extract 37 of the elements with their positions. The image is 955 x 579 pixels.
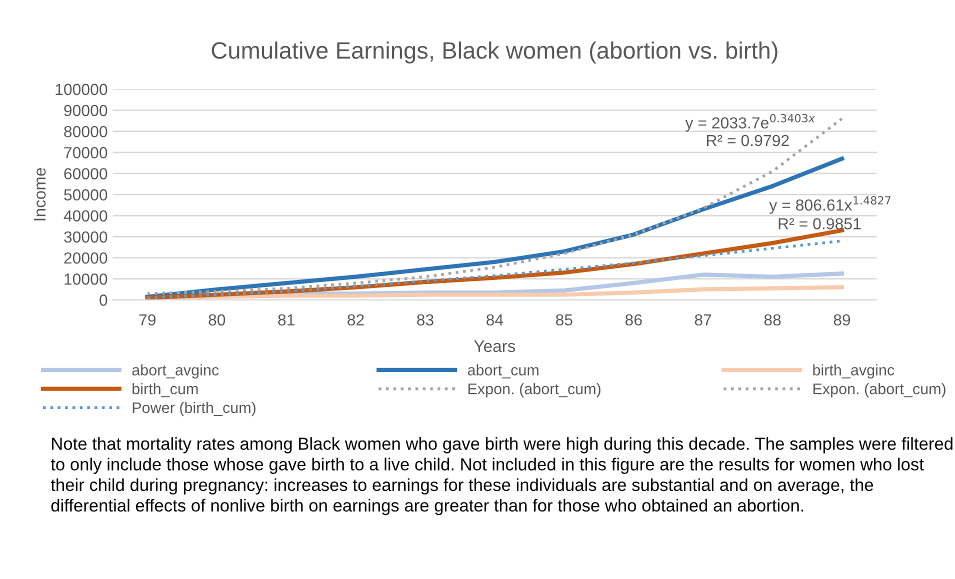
x-tick-label: 79	[139, 314, 156, 326]
text: Note that mortality rates among Black women who gave birth were high during this decade. The samples were filtered to only include those whose gave birth to a live child. Not included in this figure are the results for women who lost their child during pregnancy: increases to earnings for these individuals are substantial and on average, the differential effects of nonlive birth on earnings are greater than for those who obtained an abortion.	[50, 437, 952, 516]
y-tick-label: 30000	[64, 231, 108, 243]
x-tick-label: 89	[834, 314, 850, 326]
y-tick-label: 0	[100, 294, 108, 306]
x-tick-label: 81	[278, 314, 294, 326]
y-axis-title: Income	[34, 168, 46, 220]
legend-label: Power (birth_cum)	[132, 402, 256, 416]
chart-title: Cumulative Earnings, Black women (abortion vs. birth)	[212, 42, 778, 64]
y-tick-label: 80000	[64, 126, 108, 138]
y-tick-label: 10000	[64, 273, 108, 285]
y-tick-label: 50000	[64, 189, 108, 200]
x-axis-title: Years	[474, 340, 516, 352]
legend-label: Expon. (abort_cum)	[813, 383, 946, 398]
x-tick-label: 84	[486, 314, 504, 326]
x-tick-label: 88	[764, 314, 781, 326]
x-tick-label: 82	[348, 314, 364, 326]
x-tick-label: 83	[417, 314, 434, 326]
y-tick-label: 60000	[64, 168, 108, 180]
x-tick-label: 87	[694, 314, 712, 326]
annotation: y = 806.61x$^{1.4827}$	[769, 196, 890, 214]
annotation: R² = 0.9851	[778, 218, 861, 230]
legend-label: abort_avginc	[132, 364, 219, 378]
annotation: y = 2033.7e$^{0.3403x}$	[685, 114, 816, 132]
legend-label: Expon. (abort_cum)	[468, 383, 600, 398]
legend-label: birth_cum	[132, 383, 198, 398]
y-tick-label: 70000	[64, 147, 108, 158]
x-tick-label: 86	[625, 314, 642, 326]
y-tick-label: 40000	[64, 210, 108, 222]
annotation: R² = 0.9792	[707, 134, 789, 146]
legend-label: abort_cum	[468, 364, 538, 378]
x-tick-label: 85	[556, 314, 572, 326]
x-tick-label: 80	[208, 314, 226, 326]
y-tick-label: 100000	[56, 84, 108, 96]
y-tick-label: 20000	[64, 252, 108, 264]
y-tick-label: 90000	[64, 104, 108, 116]
legend-label: birth_avginc	[813, 364, 894, 378]
